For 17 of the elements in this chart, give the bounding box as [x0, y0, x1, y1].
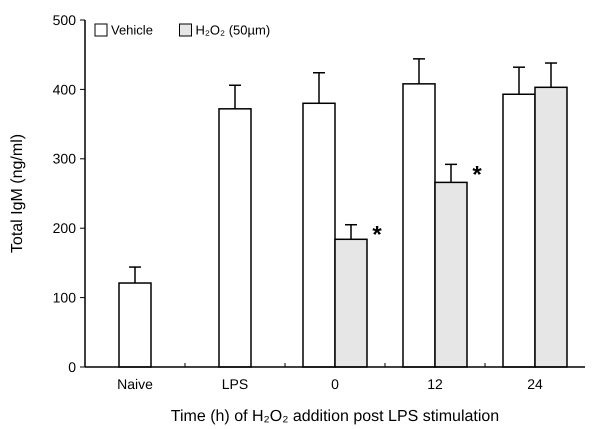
- y-tick-label: 300: [52, 150, 76, 167]
- y-tick-label: 100: [52, 290, 76, 306]
- x-axis-title: Time (h) of H₂O₂ addition post LPS stimulation: [170, 408, 500, 425]
- x-tick-label: 12: [427, 376, 443, 392]
- y-axis-title: Total IgM (ng/ml): [9, 134, 26, 254]
- y-tick-label: 400: [52, 81, 76, 98]
- legend-label: Vehicle: [111, 22, 153, 38]
- x-tick-label: Naive: [117, 376, 154, 392]
- legend-label: H₂O₂ (50µm): [196, 22, 270, 38]
- y-tick-label: 500: [52, 12, 76, 28]
- x-tick-label: 24: [527, 376, 543, 392]
- annotation: *: [472, 161, 482, 188]
- x-tick-label: 0: [331, 376, 340, 392]
- y-tick-label: 200: [52, 220, 76, 236]
- annotation: *: [372, 222, 382, 249]
- y-tick-label: 0: [68, 358, 76, 375]
- x-tick-label: LPS: [222, 376, 248, 392]
